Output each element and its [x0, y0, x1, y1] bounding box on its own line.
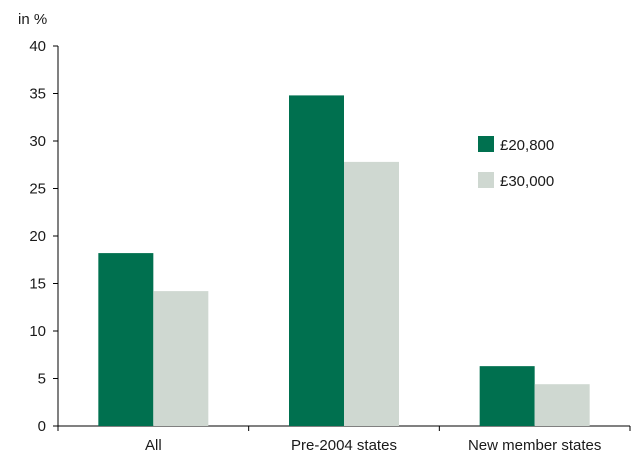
legend: £20,800 £30,000	[478, 136, 554, 190]
y-tick-label: 35	[29, 86, 46, 103]
y-tick-label: 40	[29, 38, 46, 55]
bar-1-2	[289, 95, 344, 427]
bars	[98, 95, 590, 427]
y-tick-label: 30	[29, 133, 46, 150]
y-tick-label: 25	[29, 181, 46, 198]
legend-swatch	[478, 172, 494, 188]
y-tick-label: 10	[29, 323, 46, 340]
legend-label: £30,000	[500, 173, 554, 190]
y-tick-label: 20	[29, 228, 46, 245]
x-category-label: New member states	[468, 437, 601, 454]
y-tick-label: 5	[38, 371, 46, 388]
bar-1-1	[98, 253, 154, 426]
y-tick-label: 0	[38, 418, 46, 435]
bar-1-3	[479, 366, 535, 426]
y-axis-unit-label: in %	[18, 11, 47, 28]
bar-2-1	[153, 291, 209, 426]
y-tick-labels: 0 5 10 15 20 25 30 35 40	[29, 38, 46, 435]
category-labels: All Pre-2004 states New member states	[145, 437, 601, 454]
bar-2-3	[534, 384, 590, 426]
bar-2-2	[344, 161, 399, 426]
x-category-label: All	[145, 437, 162, 454]
legend-label: £20,800	[500, 137, 554, 154]
x-category-label: Pre-2004 states	[291, 437, 397, 454]
legend-swatch	[478, 136, 494, 152]
y-tick-label: 15	[29, 276, 46, 293]
